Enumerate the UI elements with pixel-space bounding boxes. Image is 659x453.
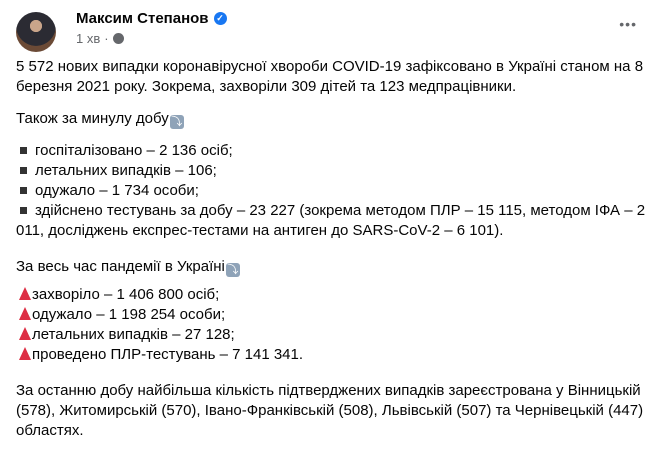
separator: · bbox=[104, 31, 109, 46]
verified-badge-icon: ✓ bbox=[213, 12, 227, 25]
square-bullet-icon bbox=[20, 146, 27, 154]
total-item: захворіло – 1 406 800 осіб; bbox=[16, 285, 646, 305]
more-options-icon[interactable]: ••• bbox=[619, 16, 637, 32]
down-arrow-emoji-icon: ⤵ bbox=[225, 263, 240, 277]
globe-icon bbox=[112, 33, 124, 44]
red-triangle-icon bbox=[19, 347, 31, 360]
down-arrow-emoji-icon: ⤵ bbox=[169, 115, 184, 129]
red-triangle-icon bbox=[19, 307, 31, 320]
daily-item: здійснено тестувань за добу – 23 227 (зо… bbox=[16, 202, 646, 239]
square-bullet-icon bbox=[20, 206, 27, 214]
daily-item: госпіталізовано – 2 136 осіб; bbox=[16, 141, 646, 161]
square-bullet-icon bbox=[20, 186, 27, 194]
red-triangle-icon bbox=[19, 327, 31, 340]
outro-text: За останню добу найбільша кількість підт… bbox=[16, 382, 644, 439]
intro-text: 5 572 нових випадки коронавірусної хворо… bbox=[16, 58, 644, 95]
daily-heading: Також за минулу добу ⤵ bbox=[16, 110, 184, 129]
post-header: Максим Степанов ✓ 1 хв · bbox=[16, 10, 227, 52]
post-time[interactable]: 1 хв bbox=[76, 31, 101, 46]
red-triangle-icon bbox=[19, 287, 31, 300]
square-bullet-icon bbox=[20, 166, 27, 174]
post-body: 5 572 нових випадки коронавірусної хворо… bbox=[16, 57, 646, 453]
total-heading: За весь час пандемії в Україні ⤵ bbox=[16, 258, 240, 277]
total-item: проведено ПЛР-тестувань – 7 141 341. bbox=[16, 345, 646, 365]
author-name[interactable]: Максим Степанов bbox=[76, 10, 209, 27]
total-item: одужало – 1 198 254 особи; bbox=[16, 305, 646, 325]
daily-item: одужало – 1 734 особи; bbox=[16, 181, 646, 201]
daily-item: летальних випадків – 106; bbox=[16, 161, 646, 181]
avatar[interactable] bbox=[16, 12, 56, 52]
total-item: летальних випадків – 27 128; bbox=[16, 325, 646, 345]
